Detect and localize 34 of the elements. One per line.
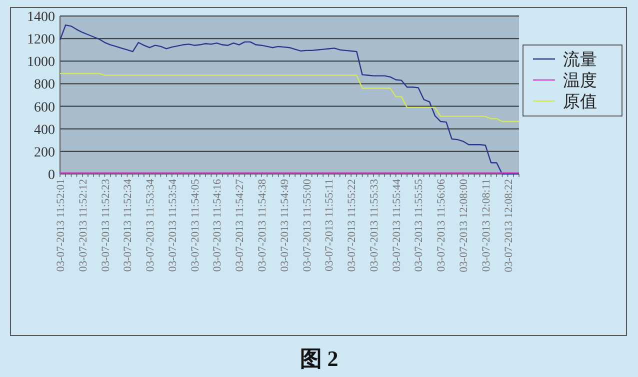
x-tick-label: 03-07-2013 12:08:22 (502, 179, 515, 272)
x-tick-label: 03-07-2013 11:55:00 (301, 178, 314, 272)
x-tick-label: 03-07-2013 12:08:00 (458, 178, 470, 272)
y-tick-label: 200 (34, 145, 55, 160)
line-series (59, 72, 520, 122)
x-tick-label: 03-07-2013 11:54:49 (278, 178, 291, 272)
y-tick-label: 1200 (27, 32, 55, 48)
x-tick-label: 03-07-2013 11:55:55 (413, 178, 426, 272)
y-tick-label: 1000 (27, 55, 55, 70)
x-tick-label: 03-07-2013 11:53:54 (166, 178, 179, 272)
y-tick-label: 800 (34, 78, 55, 93)
x-tick-label: 03-07-2013 11:53:34 (144, 178, 157, 272)
x-tick-label: 03-07-2013 11:52:23 (100, 178, 112, 272)
x-tick-label: 03-07-2013 11:55:33 (368, 178, 380, 272)
y-tick-label: 600 (34, 100, 55, 116)
x-tick-label: 03-07-2013 11:54:16 (212, 178, 224, 272)
x-tick-label: 03-07-2013 11:52:12 (77, 179, 90, 272)
x-tick-label: 03-07-2013 11:55:44 (390, 178, 403, 272)
x-tick-label: 03-07-2013 11:52:01 (55, 179, 67, 272)
y-tick-label: 0 (48, 168, 55, 183)
legend-label: 原值 (563, 92, 597, 111)
x-tick-label: 03-07-2013 11:55:11 (324, 179, 336, 272)
legend-label: 流量 (563, 50, 597, 69)
x-tick-label: 03-07-2013 11:54:05 (189, 178, 202, 272)
x-tick-label: 03-07-2013 12:08:11 (480, 179, 492, 272)
y-tick-label: 400 (34, 122, 55, 138)
caption: 图 2 (300, 346, 338, 371)
legend-label: 温度 (563, 71, 597, 90)
x-tick-label: 03-07-2013 11:55:22 (346, 179, 358, 272)
x-tick-label: 03-07-2013 11:56:06 (436, 178, 448, 272)
x-tick-label: 03-07-2013 11:54:38 (256, 178, 269, 272)
x-tick-label: 03-07-2013 11:54:27 (234, 178, 246, 272)
x-tick-label: 03-07-2013 11:52:34 (122, 178, 134, 272)
y-tick-label: 1400 (27, 10, 55, 25)
